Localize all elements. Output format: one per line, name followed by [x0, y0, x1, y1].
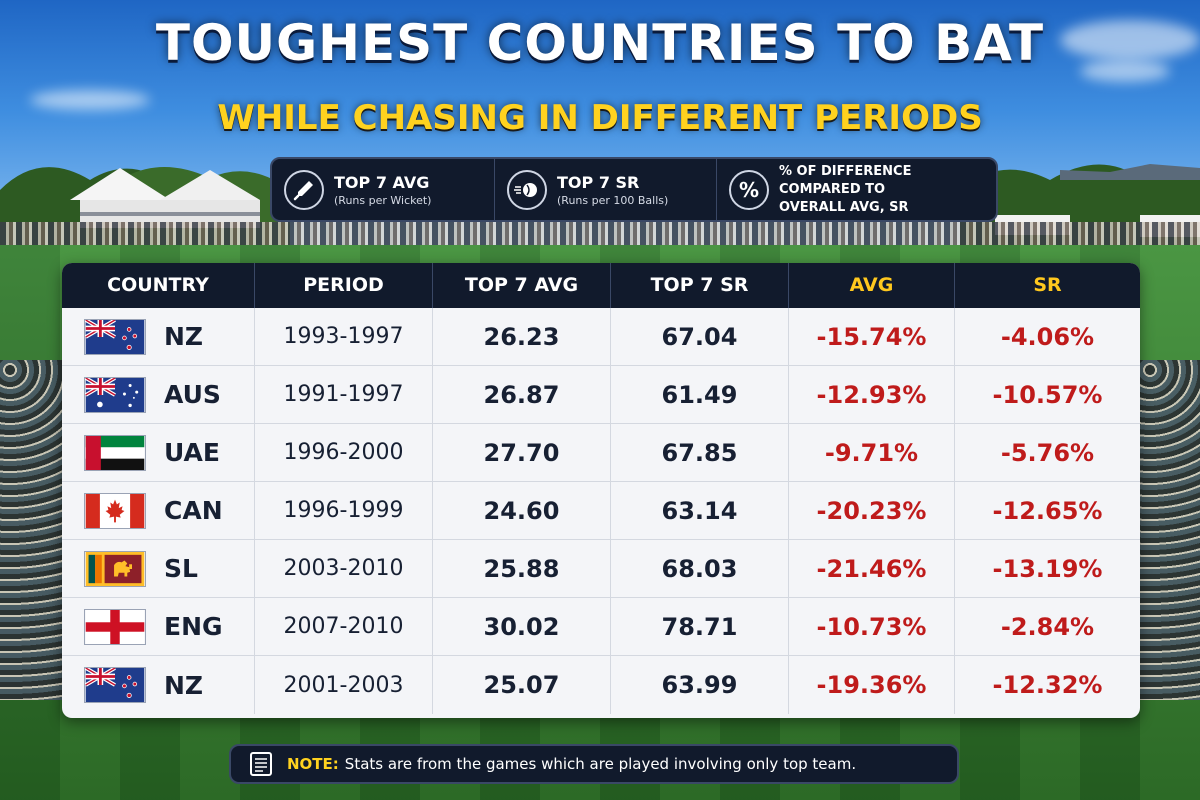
legend-avg: TOP 7 AVG (Runs per Wicket) — [272, 159, 494, 220]
period-cell: 1993-1997 — [254, 308, 432, 365]
sr-cell: 63.14 — [610, 482, 788, 539]
legend-bar: TOP 7 AVG (Runs per Wicket) TOP 7 SR (Ru… — [270, 157, 998, 222]
cloud — [1060, 20, 1200, 60]
country-code: ENG — [164, 612, 223, 641]
can-flag-icon — [84, 492, 146, 529]
avg-cell: 27.70 — [432, 424, 610, 481]
period-cell: 1996-1999 — [254, 482, 432, 539]
avg-cell: 30.02 — [432, 598, 610, 655]
legend-avg-sub: (Runs per Wicket) — [334, 193, 432, 207]
sr-diff-cell: -4.06% — [954, 308, 1140, 365]
nz-flag-icon — [84, 667, 146, 703]
aus-flag-icon — [84, 376, 146, 413]
nz-flag-icon — [84, 318, 146, 355]
legend-pct: % % OF DIFFERENCE COMPARED TO OVERALL AV… — [716, 159, 996, 220]
eng-flag-icon — [84, 608, 146, 645]
sr-diff-cell: -12.32% — [954, 656, 1140, 714]
period-cell: 1991-1997 — [254, 366, 432, 423]
country-code: AUS — [164, 380, 221, 409]
cloud — [30, 90, 150, 110]
country-cell: UAE — [62, 424, 254, 481]
crowd-right — [1140, 360, 1200, 700]
legend-sr-sub: (Runs per 100 Balls) — [557, 193, 669, 207]
table-body: NZ 1993-1997 26.23 67.04 -15.74% -4.06% — [62, 308, 1140, 714]
sr-diff-cell: -10.57% — [954, 366, 1140, 423]
table-header: COUNTRY PERIOD TOP 7 AVG TOP 7 SR AVG SR — [62, 263, 1140, 308]
avg-diff-cell: -9.71% — [788, 424, 954, 481]
table-row: CAN 1996-1999 24.60 63.14 -20.23% -12.65… — [62, 482, 1140, 540]
percent-icon: % — [729, 169, 769, 210]
sr-diff-cell: -5.76% — [954, 424, 1140, 481]
header-top7-sr: TOP 7 SR — [610, 263, 788, 308]
country-cell: NZ — [62, 308, 254, 365]
header-period: PERIOD — [254, 263, 432, 308]
header-country: COUNTRY — [107, 274, 209, 296]
avg-cell: 26.23 — [432, 308, 610, 365]
table-row: SL 2003-2010 25.88 68.03 -21.46% -13.19% — [62, 540, 1140, 598]
sr-cell: 63.99 — [610, 656, 788, 714]
legend-sr-label: TOP 7 SR — [557, 172, 640, 192]
country-cell: ENG — [62, 598, 254, 655]
crowd-left — [0, 360, 70, 700]
table-row: ENG 2007-2010 30.02 78.71 -10.73% -2.84% — [62, 598, 1140, 656]
period-cell: 2007-2010 — [254, 598, 432, 655]
table-row: NZ 1993-1997 26.23 67.04 -15.74% -4.06% — [62, 308, 1140, 366]
period-cell: 2001-2003 — [254, 656, 432, 714]
sl-flag-icon — [84, 550, 146, 587]
bat-icon — [284, 169, 324, 210]
header-sr-diff: SR — [954, 263, 1140, 308]
legend-pct-line1: % OF DIFFERENCE COMPARED TO — [779, 163, 912, 197]
cloud — [1080, 60, 1170, 82]
sr-cell: 67.85 — [610, 424, 788, 481]
header-top7-avg: TOP 7 AVG — [432, 263, 610, 308]
sr-cell: 78.71 — [610, 598, 788, 655]
country-code: NZ — [164, 322, 204, 351]
period-cell: 1996-2000 — [254, 424, 432, 481]
notepad-icon — [250, 752, 272, 776]
uae-flag-icon — [84, 434, 146, 471]
note-bar: NOTE: Stats are from the games which are… — [229, 744, 959, 784]
sr-cell: 61.49 — [610, 366, 788, 423]
ball-icon — [507, 169, 547, 210]
country-code: UAE — [164, 438, 220, 467]
note-label: NOTE: — [287, 755, 339, 773]
sr-cell: 67.04 — [610, 308, 788, 365]
avg-cell: 25.88 — [432, 540, 610, 597]
country-code: CAN — [164, 496, 223, 525]
country-cell: SL — [62, 540, 254, 597]
table-row: NZ 2001-2003 25.07 63.99 -19.36% -12.32% — [62, 656, 1140, 714]
page-subtitle: WHILE CHASING IN DIFFERENT PERIODS — [217, 98, 983, 138]
avg-diff-cell: -12.93% — [788, 366, 954, 423]
country-cell: CAN — [62, 482, 254, 539]
table-row: UAE 1996-2000 27.70 67.85 -9.71% -5.76% — [62, 424, 1140, 482]
page-title: TOUGHEST COUNTRIES TO BAT — [155, 14, 1045, 72]
sr-diff-cell: -13.19% — [954, 540, 1140, 597]
avg-diff-cell: -19.36% — [788, 656, 954, 714]
note-text: Stats are from the games which are playe… — [344, 755, 857, 773]
period-cell: 2003-2010 — [254, 540, 432, 597]
stats-table: COUNTRY PERIOD TOP 7 AVG TOP 7 SR AVG SR — [62, 263, 1140, 718]
country-code: SL — [164, 554, 198, 583]
avg-cell: 25.07 — [432, 656, 610, 714]
avg-diff-cell: -10.73% — [788, 598, 954, 655]
avg-diff-cell: -15.74% — [788, 308, 954, 365]
sr-diff-cell: -12.65% — [954, 482, 1140, 539]
legend-sr: TOP 7 SR (Runs per 100 Balls) — [494, 159, 716, 220]
legend-pct-line2: OVERALL AVG, SR — [779, 199, 909, 215]
table-row: AUS 1991-1997 26.87 61.49 -12.93% -10.57… — [62, 366, 1140, 424]
sr-cell: 68.03 — [610, 540, 788, 597]
sr-diff-cell: -2.84% — [954, 598, 1140, 655]
avg-cell: 24.60 — [432, 482, 610, 539]
legend-avg-label: TOP 7 AVG — [334, 172, 430, 192]
country-cell: AUS — [62, 366, 254, 423]
header-avg-diff: AVG — [788, 263, 954, 308]
country-code: NZ — [164, 670, 204, 700]
pavilion-tents — [70, 168, 260, 228]
avg-diff-cell: -21.46% — [788, 540, 954, 597]
country-cell: NZ — [62, 656, 254, 714]
avg-cell: 26.87 — [432, 366, 610, 423]
avg-diff-cell: -20.23% — [788, 482, 954, 539]
